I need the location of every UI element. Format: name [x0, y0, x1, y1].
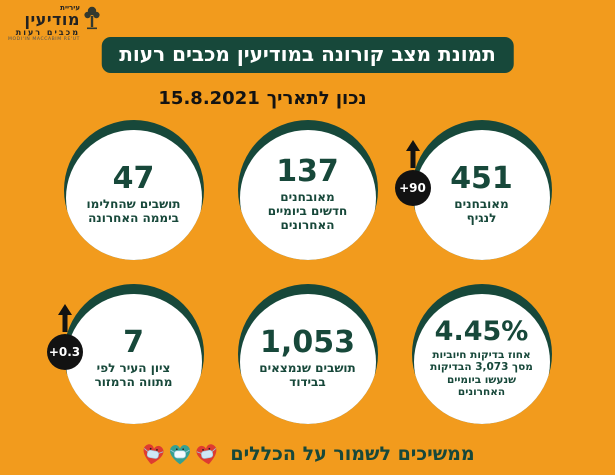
municipality-logo: עיריית מודיעין מכבים רעות MODI'IN MACCAB…: [8, 4, 100, 42]
logo-city-name: מודיעין: [24, 10, 80, 30]
circle-face: [413, 130, 550, 260]
logo-municipality-label: עיריית: [60, 4, 80, 12]
change-badge: +90: [394, 170, 431, 206]
circle-content: 7 ציון העיר לפי מתווה הרמזור: [64, 284, 204, 424]
stat-circle: 4.45% אחוז בדיקות חיוביות מסך 3,073 הבדי…: [411, 284, 552, 424]
stat-label: תושבים שהחלימו ביממה האחרונה: [86, 197, 181, 226]
stat-active-cases: +90 451 מאובחנים לנגיף: [394, 120, 557, 260]
change-indicator: +0.3: [46, 304, 83, 370]
change-badge: +0.3: [46, 334, 83, 370]
stat-value: 451: [450, 160, 513, 196]
page-title: תמונת מצב קורונה במודיעין מכבים רעות: [101, 37, 514, 73]
date-line: נכון לתאריך 15.8.2021: [0, 88, 525, 109]
stat-label: מאובחנים חדשים ביומיים האחרונים: [267, 190, 348, 233]
logo-city-suffix: מכבים רעות: [15, 28, 80, 38]
stat-circle: 451 מאובחנים לנגיף: [411, 120, 552, 260]
stat-circle: 137 מאובחנים חדשים ביומיים האחרונים: [237, 120, 378, 260]
footer: ממשיכים לשמור על הכללים: [0, 442, 615, 466]
masked-heart-icon: [143, 444, 164, 465]
circle-content: 1,053 תושבים שנמצאים בבידוד: [238, 284, 378, 424]
stat-label: תושבים שנמצאים בבידוד: [259, 361, 356, 390]
circle-face: [65, 130, 202, 260]
stat-label: ציון העיר לפי מתווה הרמזור: [94, 361, 173, 390]
stat-value: 4.45%: [434, 315, 529, 347]
up-arrow-icon: [57, 304, 72, 332]
stat-label: אחוז בדיקות חיוביות מסך 3,073 הבדיקות שנ…: [430, 348, 533, 399]
stat-in-isolation: 1,053 תושבים שנמצאים בבידוד: [233, 284, 383, 424]
circle-face: [65, 294, 202, 424]
tree-icon: [84, 6, 100, 30]
stats-grid: 47 תושבים שהחלימו ביממה האחרונה 137 מאוב…: [46, 120, 557, 424]
stat-label: מאובחנים לנגיף: [454, 197, 509, 226]
circle-face: [413, 294, 550, 424]
stat-recovered-24h: 47 תושבים שהחלימו ביממה האחרונה: [59, 120, 209, 260]
stat-value: 1,053: [260, 324, 355, 360]
stat-circle: 7 ציון העיר לפי מתווה הרמזור: [63, 284, 204, 424]
masked-heart-icon: [196, 444, 217, 465]
masked-heart-icon: [170, 444, 191, 465]
date-prefix: נכון לתאריך: [266, 88, 367, 109]
circle-content: 137 מאובחנים חדשים ביומיים האחרונים: [238, 120, 378, 260]
date-value: 15.8.2021: [158, 88, 260, 109]
circle-content: 451 מאובחנים לנגיף: [412, 120, 552, 260]
stat-value: 7: [123, 324, 144, 360]
stat-circle: 47 תושבים שהחלימו ביממה האחרונה: [63, 120, 204, 260]
footer-message: ממשיכים לשמור על הכללים: [230, 443, 475, 465]
change-indicator: +90: [394, 140, 431, 206]
stat-value: 137: [276, 153, 339, 189]
stat-traffic-light-score: +0.3 7 ציון העיר לפי מתווה הרמזור: [46, 284, 209, 424]
logo-latin-name: MODI'IN MACCABIM RE'UT: [8, 36, 80, 42]
stat-circle: 1,053 תושבים שנמצאים בבידוד: [237, 284, 378, 424]
stat-new-cases-2days: 137 מאובחנים חדשים ביומיים האחרונים: [233, 120, 383, 260]
up-arrow-icon: [405, 140, 420, 168]
circle-content: 47 תושבים שהחלימו ביממה האחרונה: [64, 120, 204, 260]
masked-hearts: [140, 442, 220, 466]
logo-text: עיריית מודיעין מכבים רעות MODI'IN MACCAB…: [8, 4, 80, 42]
circle-face: [239, 294, 376, 424]
stat-positive-rate: 4.45% אחוז בדיקות חיוביות מסך 3,073 הבדי…: [407, 284, 557, 424]
stat-value: 47: [112, 160, 155, 196]
circle-content: 4.45% אחוז בדיקות חיוביות מסך 3,073 הבדי…: [412, 284, 552, 424]
circle-face: [239, 130, 376, 260]
